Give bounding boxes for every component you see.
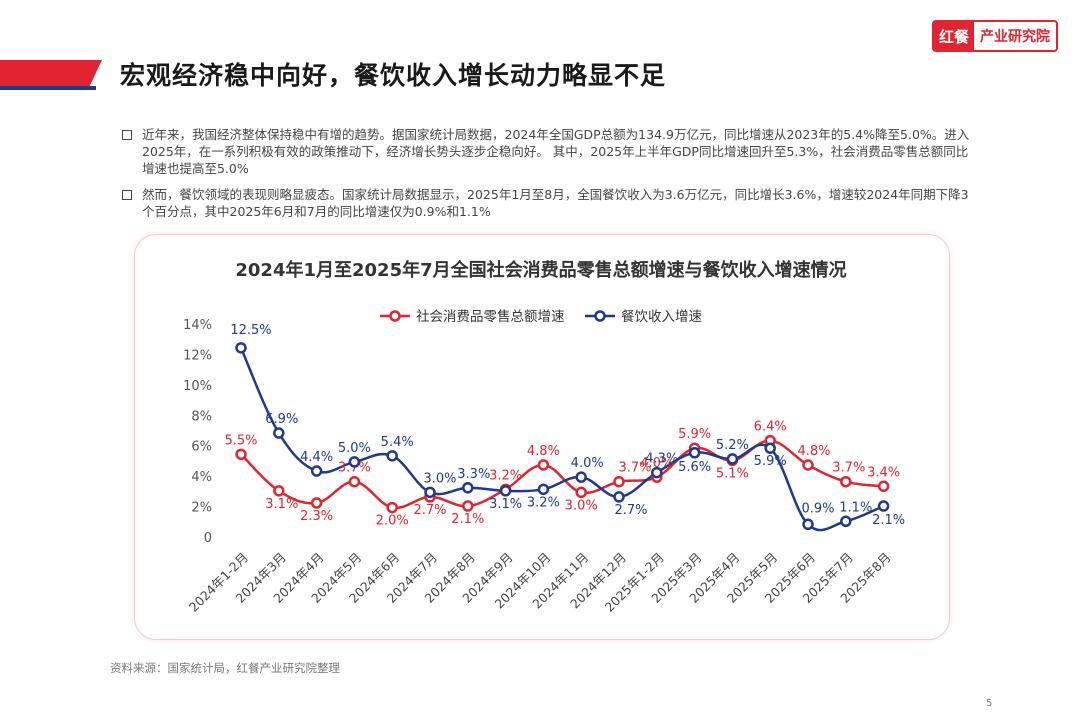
legend-marker-icon: [389, 310, 401, 322]
data-label: 3.4%: [867, 465, 900, 480]
y-tick-label: 10%: [183, 379, 212, 394]
data-label: 2.7%: [413, 503, 446, 518]
logo-mark: 红餐: [934, 22, 975, 50]
data-label: 6.9%: [265, 412, 298, 427]
y-tick-label: 12%: [183, 348, 212, 363]
data-point: [688, 447, 701, 459]
data-label: 5.2%: [716, 438, 749, 453]
data-point: [424, 486, 436, 499]
bullet-item: 然而，餐饮领域的表现则略显疲态。国家统计局数据显示，2025年1月至8月，全国餐…: [120, 186, 980, 220]
data-label: 3.7%: [618, 461, 651, 476]
data-label: 3.0%: [423, 471, 456, 486]
data-label: 5.5%: [224, 433, 257, 448]
data-point: [575, 486, 587, 499]
data-label: 2.0%: [376, 514, 409, 529]
data-point: [310, 497, 323, 509]
data-label: 2.1%: [872, 513, 905, 528]
data-point: [575, 471, 587, 483]
data-label: 5.6%: [678, 460, 711, 475]
data-label: 3.3%: [457, 467, 490, 482]
data-point: [310, 465, 323, 477]
data-label: 5.0%: [338, 441, 371, 456]
data-label: 4.4%: [300, 450, 333, 465]
data-label: 12.5%: [230, 323, 271, 338]
data-label: 3.7%: [338, 461, 371, 476]
square-bullet-icon: [122, 190, 132, 200]
y-tick-label: 4%: [191, 470, 212, 485]
y-tick-label: 6%: [191, 440, 212, 455]
data-label: 2.1%: [451, 512, 484, 527]
data-label: 5.9%: [678, 427, 711, 442]
data-label: 4.0%: [640, 456, 673, 471]
y-tick-label: 2%: [191, 501, 212, 516]
chart-title: 2024年1月至2025年7月全国社会消费品零售总额增速与餐饮收入增速情况: [235, 260, 847, 281]
data-label: 1.1%: [839, 500, 872, 515]
data-point: [499, 485, 512, 497]
page-number: 5: [986, 698, 993, 709]
data-label: 5.9%: [754, 454, 787, 469]
source-note: 资料来源：国家统计局，红餐产业研究院整理: [110, 661, 340, 675]
data-label: 3.2%: [527, 495, 560, 510]
data-point: [235, 448, 247, 461]
page-title: 宏观经济稳中向好，餐饮收入增长动力略显不足: [120, 61, 667, 90]
data-label: 4.0%: [571, 456, 604, 471]
data-point: [840, 475, 852, 488]
series-line-catering: [239, 347, 885, 532]
data-point: [348, 475, 361, 488]
bullet-list: 近年来，我国经济整体保持稳中有增的趋势。据国家统计局数据，2024年全国GDP总…: [120, 126, 980, 229]
data-point: [840, 515, 852, 528]
data-label: 3.0%: [565, 498, 598, 513]
data-point: [386, 501, 398, 514]
data-point: [462, 500, 474, 512]
square-bullet-icon: [122, 130, 132, 140]
data-point: [877, 500, 890, 512]
data-point: [613, 491, 625, 503]
data-label: 5.4%: [381, 435, 414, 450]
data-point: [537, 483, 550, 496]
data-point: [348, 456, 361, 468]
bullet-item: 近年来，我国经济整体保持稳中有增的趋势。据国家统计局数据，2024年全国GDP总…: [120, 126, 980, 177]
y-tick-label: 8%: [191, 409, 212, 424]
data-label: 5.1%: [716, 466, 749, 481]
data-label: 2.7%: [614, 503, 647, 518]
header-red-band: [0, 60, 102, 86]
data-label: 4.3%: [645, 452, 678, 467]
data-point: [273, 427, 285, 439]
data-point: [386, 450, 398, 462]
data-label: 4.8%: [797, 444, 830, 459]
data-point: [764, 442, 776, 454]
legend-label: 社会消费品零售总额增速: [416, 309, 565, 325]
data-point: [537, 459, 550, 471]
y-tick-label: 14%: [183, 318, 212, 333]
legend-label: 餐饮收入增速: [621, 309, 702, 325]
data-label: 3.1%: [265, 497, 298, 512]
data-label: 2.3%: [300, 509, 333, 524]
data-point: [726, 453, 739, 465]
data-point: [613, 475, 625, 488]
data-label: 4.8%: [527, 444, 560, 459]
data-label: 6.4%: [754, 420, 787, 435]
legend-marker-icon: [594, 310, 606, 322]
data-point: [877, 480, 890, 493]
data-point: [235, 342, 247, 354]
data-point: [273, 485, 285, 497]
brand-logo: 红餐 产业研究院: [932, 20, 1059, 52]
header-blue-stripe: [0, 86, 96, 90]
data-label: 3.1%: [489, 497, 522, 512]
chart-card: [134, 234, 950, 640]
y-tick-label: 0: [204, 531, 212, 546]
data-label: 3.7%: [832, 461, 865, 476]
data-point: [802, 518, 814, 531]
logo-text: 产业研究院: [980, 29, 1051, 45]
data-label: 3.2%: [489, 468, 522, 483]
data-point: [802, 459, 814, 471]
data-point: [462, 482, 474, 494]
bullet-text: 近年来，我国经济整体保持稳中有增的趋势。据国家统计局数据，2024年全国GDP总…: [142, 127, 970, 176]
data-label: 0.9%: [801, 501, 834, 516]
data-point: [651, 466, 663, 479]
bullet-text: 然而，餐饮领域的表现则略显疲态。国家统计局数据显示，2025年1月至8月，全国餐…: [142, 187, 969, 219]
